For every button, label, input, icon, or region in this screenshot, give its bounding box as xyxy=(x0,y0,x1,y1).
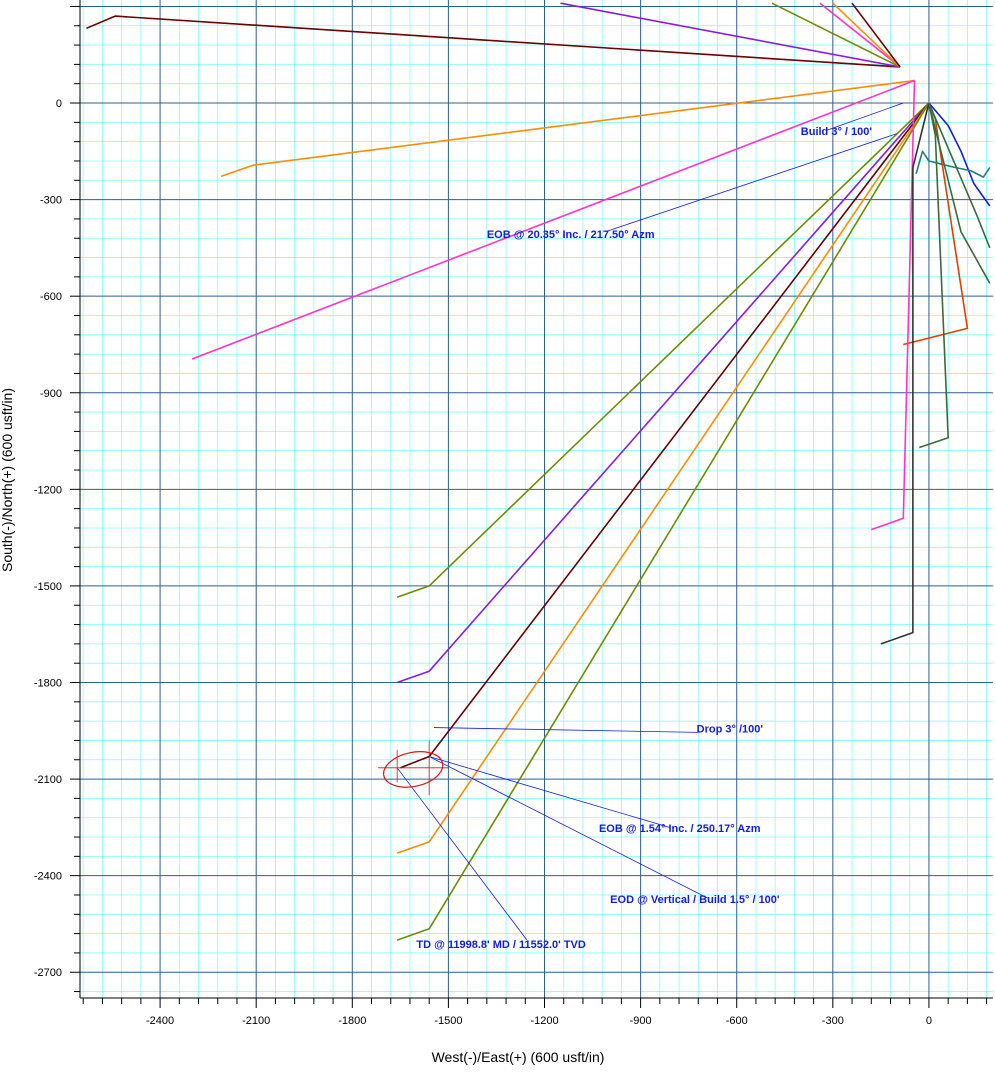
series-line xyxy=(871,80,916,531)
annotation-leader xyxy=(429,756,709,899)
y-tick-label: -2400 xyxy=(34,871,62,883)
series-line xyxy=(220,79,915,178)
target-marker xyxy=(377,740,449,796)
annotation-label: EOB @ 1.54° Inc. / 250.17° Azm xyxy=(599,823,761,835)
series-line xyxy=(919,102,950,449)
series-line xyxy=(560,2,901,68)
x-tick-label: -300 xyxy=(822,1015,844,1027)
y-tick-label: -900 xyxy=(40,388,62,400)
major-grid xyxy=(80,0,993,998)
series-line xyxy=(191,79,915,360)
series-line xyxy=(819,2,901,68)
annotation-label: Drop 3° /100' xyxy=(697,723,764,735)
y-tick-label: -2100 xyxy=(34,774,62,786)
series-line xyxy=(86,15,901,68)
series-line xyxy=(400,102,930,769)
annotation-label: EOB @ 20.35° Inc. / 217.50° Azm xyxy=(487,229,655,241)
target-ellipse xyxy=(383,751,444,788)
y-tick-label: -2700 xyxy=(34,967,62,979)
tick-labels: -2400 -2100 -1800 -1500 -1200 -900 -600 -300 0 0 -… xyxy=(34,98,932,1027)
annotation-leader xyxy=(605,133,898,233)
annotation-label: TD @ 11998.8' MD / 11552.0' TVD xyxy=(416,939,585,951)
y-tick-label: -1200 xyxy=(34,484,62,496)
x-tick-label: -2100 xyxy=(242,1015,270,1027)
series-line xyxy=(928,102,991,249)
series-line xyxy=(880,102,930,645)
x-tick-label: -2400 xyxy=(146,1015,174,1027)
series-line xyxy=(396,102,930,941)
minor-grid xyxy=(80,0,993,998)
x-tick-label: -900 xyxy=(630,1015,652,1027)
annotation-label: EOD @ Vertical / Build 1.5° / 100' xyxy=(610,894,780,906)
x-axis-title: West(-)/East(+) (600 usft/in) xyxy=(432,1049,605,1065)
well-paths xyxy=(86,2,991,941)
annotation-leader xyxy=(429,756,670,828)
series-line xyxy=(851,2,901,68)
series-line xyxy=(832,2,901,68)
axes xyxy=(70,0,993,1008)
annotation-leader xyxy=(433,727,699,733)
series-line xyxy=(396,102,930,684)
x-tick-label: -1200 xyxy=(530,1015,558,1027)
x-tick-label: -1800 xyxy=(338,1015,366,1027)
annotation-leader xyxy=(396,767,528,941)
annotation-leader xyxy=(826,102,904,131)
annotations: Build 3° / 100' EOB @ 20.35° Inc. / 217.5… xyxy=(416,126,872,951)
y-tick-label: -1500 xyxy=(34,581,62,593)
series-line xyxy=(928,102,991,284)
y-axis-title: South(-)/North(+) (600 usft/in) xyxy=(0,388,15,572)
y-tick-label: -300 xyxy=(40,195,62,207)
y-tick-label: -1800 xyxy=(34,678,62,690)
y-tick-label: 0 xyxy=(56,98,62,110)
x-tick-label: 0 xyxy=(926,1015,932,1027)
series-line xyxy=(915,150,991,178)
x-tick-label: -600 xyxy=(726,1015,748,1027)
x-tick-label: -1500 xyxy=(434,1015,462,1027)
series-line xyxy=(396,102,930,598)
series-line xyxy=(396,102,930,854)
annotation-label: Build 3° / 100' xyxy=(801,126,873,138)
series-line xyxy=(928,102,991,207)
y-tick-label: -600 xyxy=(40,291,62,303)
annotation-leaders xyxy=(396,102,904,941)
series-line xyxy=(771,2,901,68)
